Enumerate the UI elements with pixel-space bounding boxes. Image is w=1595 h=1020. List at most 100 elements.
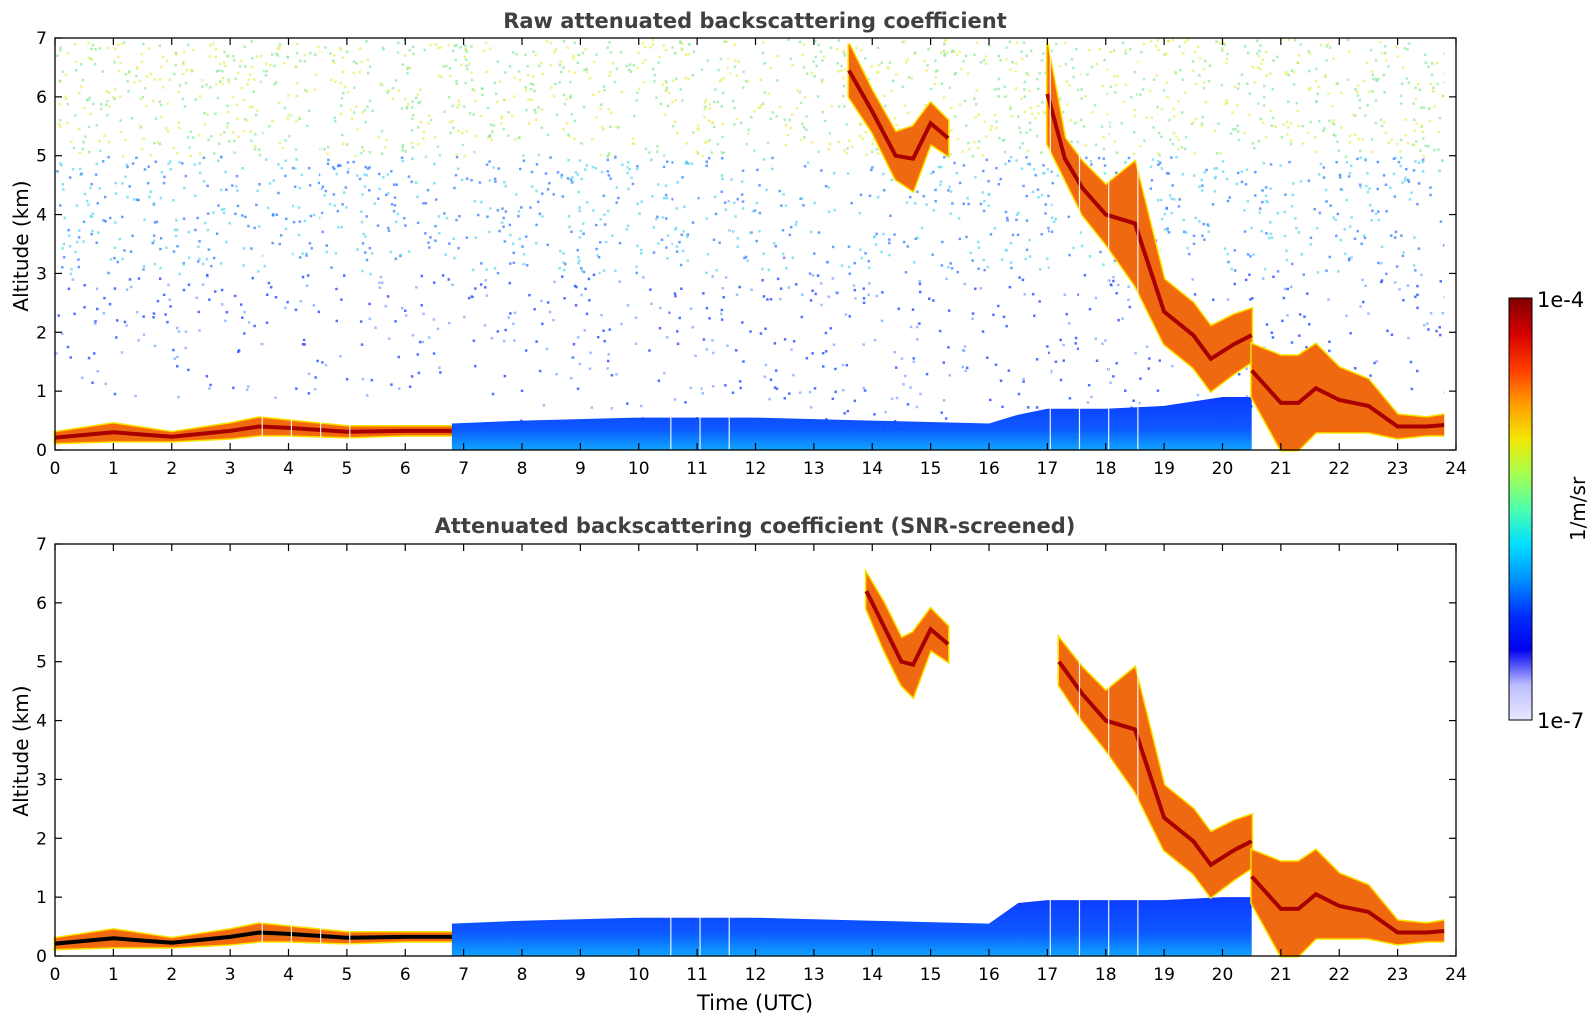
- noise-dot: [233, 139, 236, 143]
- noise-dot: [817, 150, 820, 153]
- noise-dot: [893, 116, 896, 120]
- noise-dot: [1347, 78, 1350, 81]
- noise-dot: [625, 64, 629, 68]
- noise-dot: [761, 51, 765, 54]
- noise-dot: [1410, 387, 1414, 391]
- noise-dot: [531, 75, 535, 78]
- noise-dot: [707, 156, 711, 160]
- noise-dot: [1084, 144, 1088, 147]
- noise-dot: [416, 93, 420, 96]
- noise-dot: [1011, 233, 1015, 237]
- noise-dot: [333, 120, 337, 123]
- noise-dot: [974, 176, 977, 179]
- noise-dot: [607, 108, 610, 111]
- panel-raw-plot: [53, 37, 1457, 452]
- noise-dot: [635, 99, 638, 102]
- noise-dot: [513, 339, 516, 342]
- noise-dot: [278, 45, 281, 49]
- noise-dot: [1322, 176, 1326, 179]
- noise-dot: [966, 197, 969, 200]
- noise-dot: [1325, 45, 1329, 48]
- noise-dot: [579, 229, 583, 233]
- noise-dot: [114, 181, 117, 185]
- noise-dot: [208, 387, 211, 390]
- noise-dot: [733, 123, 736, 126]
- noise-dot: [651, 195, 654, 198]
- noise-dot: [438, 366, 441, 369]
- noise-dot: [1418, 88, 1422, 92]
- noise-dot: [391, 97, 394, 100]
- noise-dot: [339, 81, 342, 85]
- noise-dot: [549, 63, 552, 67]
- noise-dot: [287, 113, 290, 117]
- noise-dot: [794, 223, 798, 227]
- noise-dot: [1279, 164, 1282, 167]
- noise-dot: [733, 65, 737, 68]
- noise-dot: [1370, 138, 1374, 141]
- noise-dot: [286, 55, 290, 59]
- noise-dot: [1025, 219, 1029, 222]
- noise-dot: [795, 283, 798, 286]
- noise-dot: [1009, 105, 1013, 109]
- noise-dot: [361, 111, 364, 114]
- noise-dot: [1076, 347, 1080, 350]
- noise-dot: [155, 220, 159, 224]
- noise-dot: [397, 41, 400, 45]
- noise-dot: [558, 63, 561, 67]
- noise-dot: [1014, 70, 1017, 73]
- noise-dot: [92, 102, 95, 106]
- noise-dot: [1319, 43, 1323, 47]
- noise-dot: [1028, 121, 1032, 125]
- noise-dot: [91, 43, 95, 47]
- noise-dot: [403, 97, 407, 101]
- noise-dot: [705, 306, 709, 310]
- noise-dot: [253, 324, 256, 328]
- noise-dot: [198, 329, 201, 332]
- noise-dot: [296, 81, 299, 85]
- noise-dot: [1309, 120, 1312, 124]
- noise-dot: [724, 276, 728, 279]
- noise-dot: [295, 387, 298, 390]
- noise-dot: [1225, 101, 1229, 104]
- noise-dot: [82, 220, 86, 224]
- noise-dot: [258, 153, 262, 157]
- noise-dot: [663, 371, 666, 375]
- noise-dot: [681, 42, 684, 45]
- noise-dot: [736, 197, 739, 201]
- noise-dot: [125, 163, 129, 166]
- noise-dot: [214, 55, 218, 59]
- noise-dot: [708, 139, 712, 142]
- noise-dot: [1264, 50, 1268, 54]
- noise-dot: [687, 78, 690, 81]
- noise-dot: [1285, 72, 1288, 76]
- noise-dot: [512, 51, 515, 54]
- noise-dot: [507, 110, 510, 114]
- noise-dot: [352, 111, 356, 114]
- noise-dot: [427, 121, 430, 125]
- noise-dot: [82, 141, 85, 144]
- noise-dot: [1291, 193, 1295, 197]
- noise-dot: [1416, 369, 1419, 373]
- noise-dot: [721, 123, 725, 126]
- noise-dot: [1350, 256, 1353, 259]
- noise-dot: [925, 69, 929, 72]
- noise-dot: [542, 404, 546, 407]
- noise-dot: [1348, 172, 1352, 175]
- noise-dot: [465, 50, 468, 53]
- noise-dot: [522, 253, 526, 256]
- noise-dot: [1235, 182, 1239, 186]
- noise-dot: [884, 410, 887, 414]
- noise-dot: [1345, 198, 1348, 202]
- noise-dot: [883, 94, 886, 98]
- noise-dot: [791, 63, 794, 67]
- noise-dot: [533, 308, 536, 311]
- noise-dot: [1103, 58, 1106, 62]
- noise-dot: [507, 316, 510, 319]
- noise-dot: [136, 66, 139, 69]
- noise-dot: [771, 156, 774, 160]
- noise-dot: [815, 64, 818, 68]
- noise-dot: [1113, 259, 1117, 262]
- noise-dot: [414, 96, 418, 99]
- noise-dot: [1160, 198, 1163, 202]
- noise-dot: [202, 180, 206, 183]
